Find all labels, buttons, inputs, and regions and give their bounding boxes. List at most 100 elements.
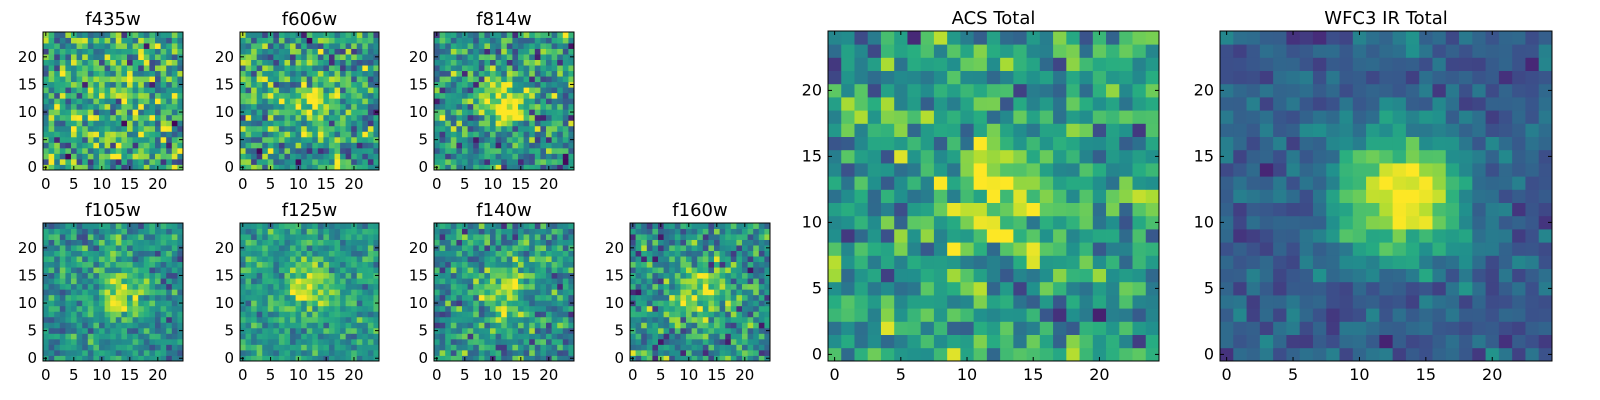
heatmap-cell [334,59,341,66]
heatmap-cell [54,349,61,356]
heatmap-cell [445,120,452,127]
heatmap-cell [557,278,564,285]
heatmap-cell [295,333,302,340]
heatmap-cell [512,37,519,44]
heatmap-cell [568,349,575,356]
heatmap-cell [501,322,508,329]
heatmap-cell [351,294,358,301]
heatmap-cell [345,311,352,318]
heatmap-cell [284,234,291,240]
heatmap-cell [484,37,491,44]
heatmap-cell [652,267,659,274]
heatmap-cell [635,300,642,307]
heatmap-cell [115,125,122,132]
heatmap-cell [121,153,128,160]
heatmap-cell [323,81,330,88]
heatmap-cell [177,158,184,165]
heatmap-cell [1119,229,1133,243]
heatmap-cell [736,250,743,257]
heatmap-cell [345,294,352,301]
heatmap-cell [284,289,291,296]
heatmap-cell [1053,163,1067,177]
heatmap-cell [562,261,569,268]
heatmap-cell [551,114,558,121]
heatmap-cell [93,120,100,127]
heatmap-cell [641,311,648,318]
heatmap-cell [641,316,648,323]
heatmap-cell [71,278,77,285]
heatmap-cell [702,267,709,274]
heatmap-cell [251,37,258,44]
heatmap-cell [674,267,681,274]
heatmap-cell [867,163,882,177]
heatmap-cell [518,147,524,154]
heatmap-cell [278,37,285,44]
heatmap-cell [960,281,975,296]
heatmap-cell [99,283,105,290]
heatmap-cell [262,103,269,110]
heatmap-cell [160,333,167,340]
heatmap-cell [143,267,150,274]
heatmap-cell [439,267,446,274]
heatmap-cell [99,142,105,149]
heatmap-cell [149,92,156,99]
heatmap-cell [947,321,961,335]
heatmap-cell [323,147,330,154]
heatmap-cell [467,76,474,83]
heatmap-cell [674,294,681,301]
heatmap-cell [301,70,308,77]
heatmap-cell [933,189,948,203]
heatmap-cell [160,76,167,83]
heatmap-cell [328,65,335,72]
heatmap-cell [267,333,274,340]
heatmap-cell [317,245,324,251]
heatmap-cell [501,250,508,257]
heatmap-cell [758,267,765,274]
heatmap-cell [557,65,564,72]
heatmap-cell [48,234,55,240]
heatmap-cell [719,278,726,285]
heatmap-cell [166,289,173,296]
heatmap-cell [439,32,446,38]
heatmap-cell [714,305,720,312]
heatmap-cell [143,300,150,307]
heatmap-cell [478,37,485,44]
heatmap-cell [456,305,463,312]
heatmap-cell [104,223,111,229]
heatmap-cell [557,245,564,251]
heatmap-cell [697,322,704,329]
heatmap-cell [166,349,173,356]
heatmap-cell [110,59,117,66]
heatmap-cell [478,278,485,285]
heatmap-cell [367,103,374,110]
heatmap-cell [518,333,524,340]
heatmap-cell [456,109,463,116]
heatmap-cell [251,76,258,83]
heatmap-cell [445,109,452,116]
heatmap-cell [747,294,754,301]
heatmap-cell [473,131,480,138]
heatmap-cell [540,37,547,44]
heatmap-cell [854,281,869,296]
heatmap-cell [518,153,524,160]
heatmap-cell [245,142,252,149]
heatmap-cell [484,43,491,49]
heatmap-cell [933,215,948,230]
heatmap-cell [1106,347,1120,362]
heatmap-cell [59,81,66,88]
heatmap-cell [267,114,274,121]
heatmap-cell [317,65,324,72]
heatmap-cell [557,59,564,66]
heatmap-cell [115,294,122,301]
heatmap-cell [155,109,161,116]
heatmap-cell [345,147,352,154]
heatmap-cell [351,322,358,329]
heatmap-cell [484,289,491,296]
heatmap-cell [245,250,252,257]
heatmap-cell [462,92,468,99]
heatmap-cell [110,333,117,340]
heatmap-cell [1079,176,1094,190]
heatmap-cell [456,103,463,110]
heatmap-cell [719,355,726,362]
heatmap-cell [758,239,765,246]
